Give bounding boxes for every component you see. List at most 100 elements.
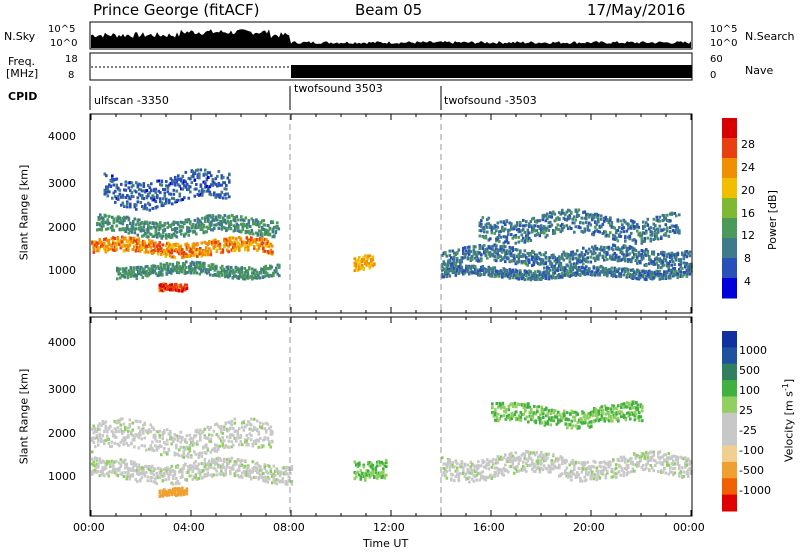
heat-cell xyxy=(517,256,521,260)
heat-cell xyxy=(480,259,483,263)
heat-cell xyxy=(157,466,160,470)
heat-cell xyxy=(368,473,372,477)
heat-cell xyxy=(132,195,135,199)
heat-cell xyxy=(127,433,130,437)
heat-cell xyxy=(579,226,582,230)
heat-cell xyxy=(164,478,168,482)
heat-cell xyxy=(469,270,473,274)
heat-cell xyxy=(495,271,498,275)
heat-cell xyxy=(236,243,240,247)
heat-cell xyxy=(209,473,213,477)
heat-cell xyxy=(580,259,584,263)
heat-cell xyxy=(94,243,97,247)
heat-cell xyxy=(195,264,199,267)
heat-cell xyxy=(661,261,665,265)
heat-cell xyxy=(123,215,126,219)
heat-cell xyxy=(162,234,165,238)
heat-cell xyxy=(244,425,247,429)
heat-cell xyxy=(248,475,252,479)
heat-cell xyxy=(502,272,506,276)
heat-cell xyxy=(466,251,470,255)
heat-cell xyxy=(214,223,218,227)
heat-cell xyxy=(110,247,114,251)
heat-cell xyxy=(543,262,546,266)
heat-cell xyxy=(170,271,173,275)
heat-cell xyxy=(166,252,169,256)
heat-cell xyxy=(212,266,215,270)
heat-cell xyxy=(129,274,133,278)
heat-cell xyxy=(445,469,449,473)
heat-cell xyxy=(146,269,149,273)
heat-cell xyxy=(246,275,250,279)
heat-cell xyxy=(150,226,153,230)
heat-cell xyxy=(170,470,174,473)
heat-cell xyxy=(155,266,158,270)
heat-cell xyxy=(505,239,509,243)
heat-cell xyxy=(166,247,169,251)
heat-cell xyxy=(376,464,379,468)
heat-cell xyxy=(197,261,200,265)
heat-cell xyxy=(453,267,456,271)
heat-cell xyxy=(522,227,525,231)
heat-cell xyxy=(445,463,449,467)
heat-cell xyxy=(289,471,292,475)
heat-cell xyxy=(595,255,599,259)
heat-cell xyxy=(94,445,97,449)
heat-cell xyxy=(225,187,228,191)
heat-cell xyxy=(102,216,105,220)
heat-cell xyxy=(234,228,237,232)
heat-cell xyxy=(141,205,144,208)
heat-cell xyxy=(161,250,165,254)
heat-cell xyxy=(106,194,110,198)
heat-cell xyxy=(664,231,668,235)
heat-cell xyxy=(197,452,201,456)
heat-cell xyxy=(637,272,641,276)
heat-cell xyxy=(573,262,576,266)
heat-cell xyxy=(106,227,110,231)
heat-cell xyxy=(583,258,587,262)
heat-cell xyxy=(278,471,282,475)
heat-cell xyxy=(139,430,142,434)
heat-cell xyxy=(582,246,585,250)
heat-cell xyxy=(209,437,213,441)
heat-cell xyxy=(639,272,642,275)
heat-cell xyxy=(176,261,179,265)
heat-cell xyxy=(112,236,115,240)
heat-cell xyxy=(197,476,201,480)
heat-cell xyxy=(227,250,231,254)
heat-cell xyxy=(643,277,647,281)
heat-cell xyxy=(567,255,570,258)
heat-cell xyxy=(271,230,275,234)
heat-cell xyxy=(103,214,107,218)
heat-cell xyxy=(111,224,114,228)
heat-cell xyxy=(179,268,182,272)
heat-cell xyxy=(651,270,654,274)
heat-cell xyxy=(121,220,125,224)
heat-cell xyxy=(528,258,531,262)
heat-cell xyxy=(111,215,114,219)
heat-cell xyxy=(235,223,239,227)
heat-cell xyxy=(204,168,207,172)
heat-cell xyxy=(270,274,274,278)
heat-cell xyxy=(250,470,253,474)
heat-cell xyxy=(678,258,681,262)
heat-cell xyxy=(466,246,470,249)
heat-cell xyxy=(150,196,153,200)
heat-cell xyxy=(125,435,129,439)
heat-cell xyxy=(621,246,624,250)
heat-cell xyxy=(603,246,606,249)
heat-cell xyxy=(547,228,551,232)
nsky-tick-top: 10^5 xyxy=(48,24,76,35)
heat-cell xyxy=(91,436,94,440)
heat-cell xyxy=(237,218,240,222)
heat-cell xyxy=(589,260,593,264)
heat-cell xyxy=(274,225,278,229)
heat-cell xyxy=(157,249,160,253)
heat-cell xyxy=(219,266,223,270)
heat-cell xyxy=(535,229,539,233)
heat-cell xyxy=(364,261,367,265)
heat-cell xyxy=(687,267,690,270)
heat-cell xyxy=(212,274,215,277)
heat-cell xyxy=(483,227,486,231)
heat-cell xyxy=(579,260,582,264)
